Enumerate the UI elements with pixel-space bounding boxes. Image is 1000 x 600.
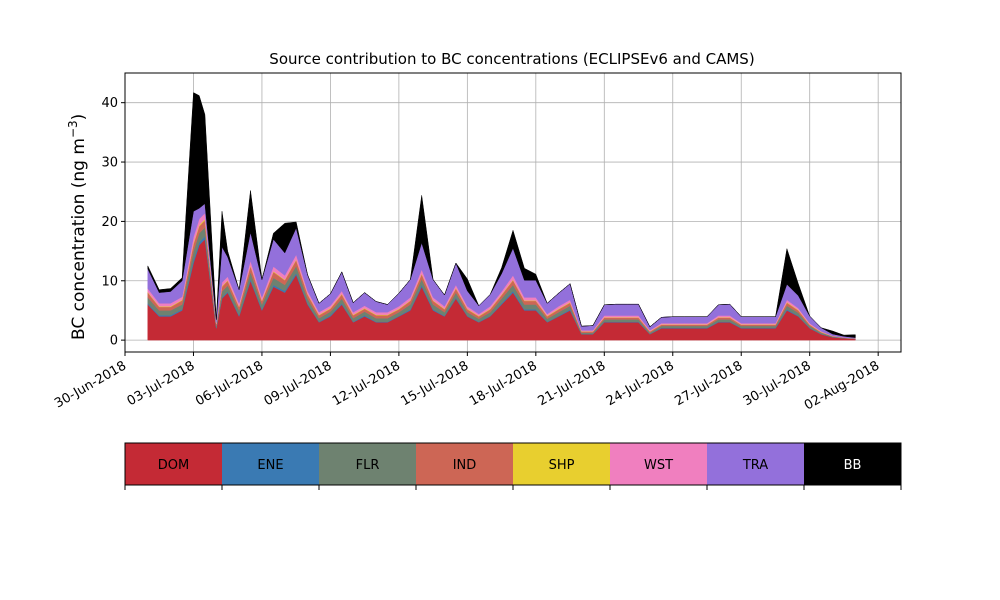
legend-label-flr: FLR: [356, 458, 380, 473]
y-tick-label: 10: [101, 274, 118, 289]
legend-colorbar: DOM ENE FLR IND SHP WST TRA BB: [124, 442, 902, 490]
legend-label-bb: BB: [844, 458, 862, 473]
legend-label-shp: SHP: [549, 458, 575, 473]
x-axis: 30-Jun-201803-Jul-201806-Jul-201809-Jul-…: [52, 352, 882, 414]
legend-swatch-ene: [222, 443, 319, 485]
legend-swatch-shp: [513, 443, 610, 485]
y-axis-label: BC concentration (ng m−3): [66, 114, 89, 340]
x-tick-label: 21-Jul-2018: [535, 358, 608, 409]
x-tick-label: 27-Jul-2018: [672, 358, 745, 409]
x-tick-label: 03-Jul-2018: [125, 358, 198, 409]
x-tick-label: 06-Jul-2018: [193, 358, 266, 409]
y-tick-label: 30: [101, 156, 118, 171]
stacked-areas: [147, 92, 856, 341]
legend-swatch-wst: [610, 443, 707, 485]
x-tick-label: 12-Jul-2018: [330, 358, 403, 409]
area-bb: [147, 92, 856, 338]
y-tick-label: 20: [101, 215, 118, 230]
x-tick-label: 02-Aug-2018: [802, 358, 882, 413]
x-tick-label: 24-Jul-2018: [604, 358, 677, 409]
legend-label-dom: DOM: [158, 458, 189, 473]
legend-swatch-tra: [707, 443, 804, 485]
x-tick-label: 30-Jun-2018: [52, 358, 129, 411]
x-tick-label: 15-Jul-2018: [399, 358, 472, 409]
x-tick-label: 18-Jul-2018: [467, 358, 540, 409]
legend-swatch-bb: [804, 443, 901, 485]
plot-frame: [124, 72, 902, 353]
legend-label-wst: WST: [644, 458, 673, 473]
y-tick-label: 40: [101, 96, 118, 111]
legend-label-ind: IND: [453, 458, 477, 473]
legend-label-tra: TRA: [742, 458, 768, 473]
x-tick-label: 09-Jul-2018: [262, 358, 335, 409]
legend-swatch-ind: [416, 443, 513, 485]
y-axis: 0 10 20 30 40: [101, 96, 125, 349]
legend-label-ene: ENE: [257, 458, 283, 473]
legend-swatch-dom: [125, 443, 222, 485]
y-tick-label: 0: [110, 334, 118, 349]
chart-title: Source contribution to BC concentrations…: [269, 50, 754, 68]
legend-swatch-flr: [319, 443, 416, 485]
